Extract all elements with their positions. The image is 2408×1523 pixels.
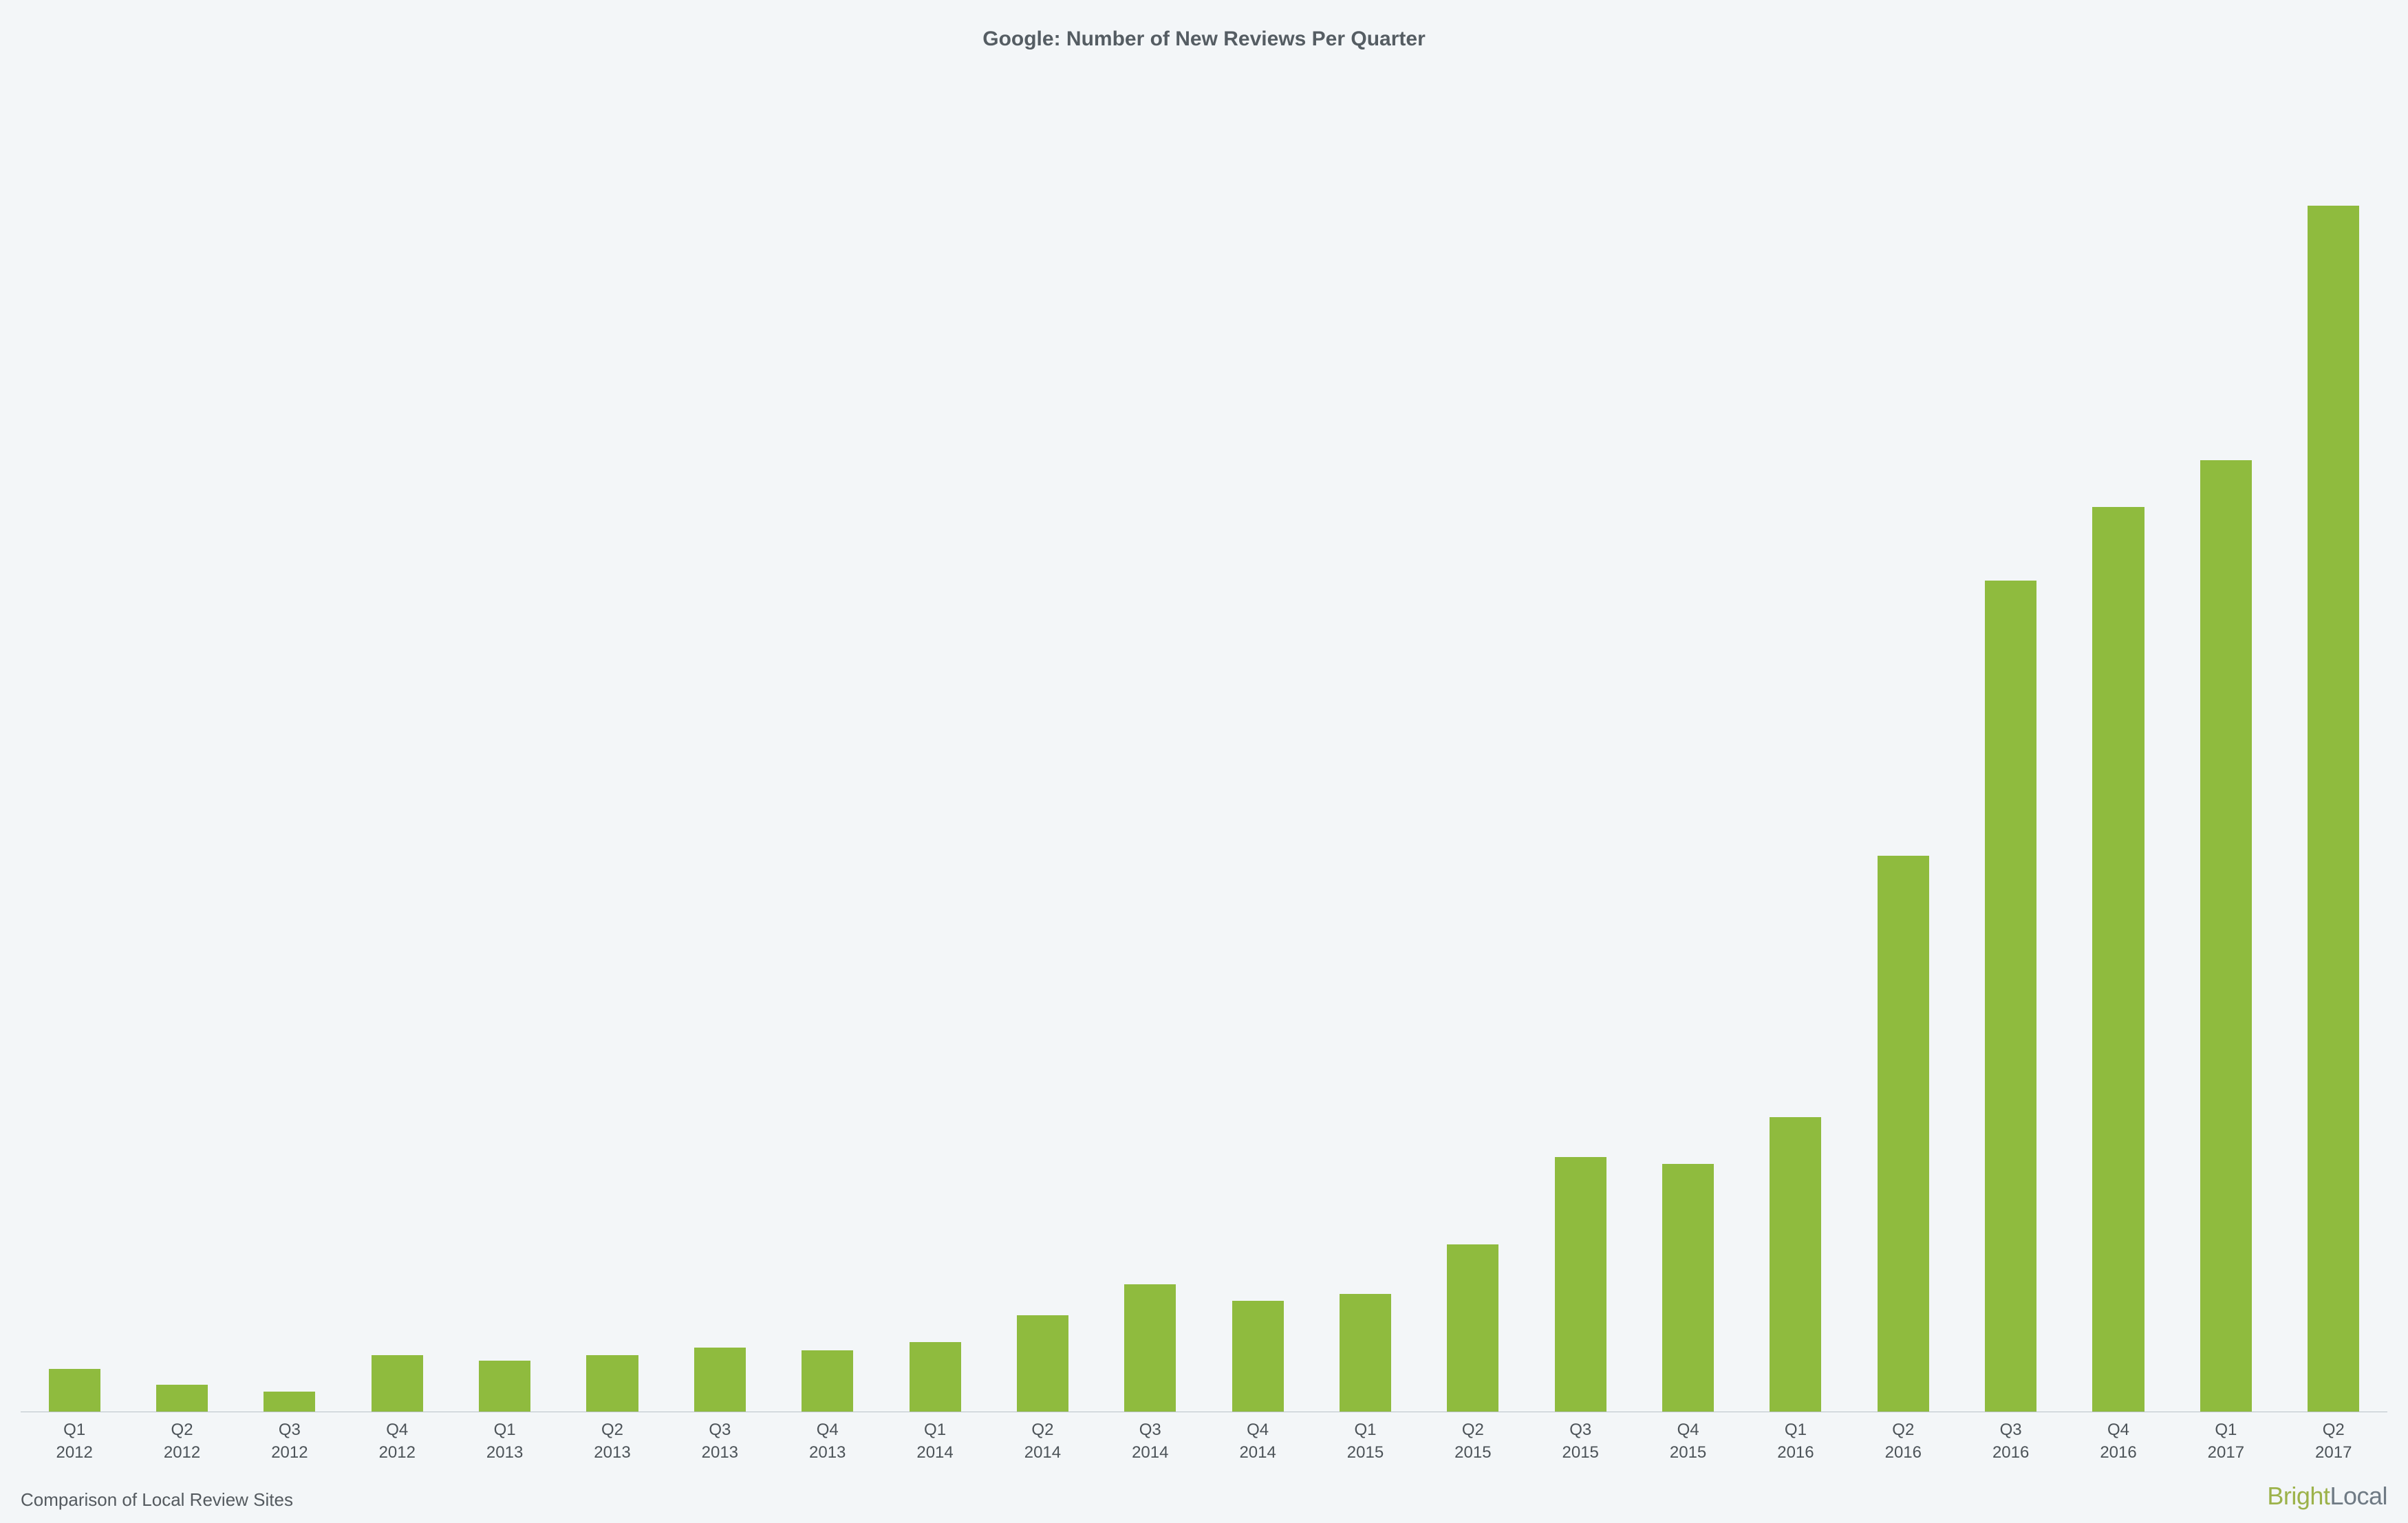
brand-logo: BrightLocal	[2267, 1482, 2387, 1511]
bar-slot	[128, 72, 235, 1412]
x-axis-label: Q32015	[1527, 1419, 1634, 1464]
x-axis-label: Q12014	[881, 1419, 989, 1464]
bar	[910, 1342, 961, 1412]
bar	[586, 1355, 638, 1412]
bar-slot	[1311, 72, 1419, 1412]
x-axis-label: Q22012	[128, 1419, 235, 1464]
x-axis-label: Q22017	[2280, 1419, 2387, 1464]
brand-part-bright: Bright	[2267, 1482, 2330, 1510]
bar	[2308, 206, 2359, 1412]
bar-slot	[451, 72, 558, 1412]
bar	[1770, 1117, 1821, 1412]
bar-slot	[1097, 72, 1204, 1412]
bar-slot	[1849, 72, 1957, 1412]
x-axis-label: Q32012	[236, 1419, 343, 1464]
bars-group	[21, 72, 2387, 1412]
bar	[1662, 1164, 1714, 1412]
x-axis-label: Q12015	[1311, 1419, 1419, 1464]
x-axis-label: Q12017	[2172, 1419, 2279, 1464]
x-axis-label: Q42016	[2065, 1419, 2172, 1464]
bar	[479, 1361, 530, 1412]
bar	[1124, 1284, 1176, 1412]
bar	[1340, 1294, 1391, 1412]
bar-slot	[2172, 72, 2279, 1412]
bar-slot	[236, 72, 343, 1412]
bar-slot	[559, 72, 666, 1412]
bar-slot	[1742, 72, 1849, 1412]
bar-slot	[343, 72, 451, 1412]
bar-slot	[1957, 72, 2064, 1412]
bar-slot	[1204, 72, 1311, 1412]
bar	[372, 1355, 423, 1412]
chart-title: Google: Number of New Reviews Per Quarte…	[21, 28, 2387, 51]
bar	[49, 1369, 100, 1412]
bar	[1878, 856, 1929, 1412]
bar	[1555, 1157, 1606, 1412]
bar-slot	[1634, 72, 1741, 1412]
bar	[2092, 507, 2144, 1412]
bar	[694, 1348, 746, 1412]
bar	[2200, 460, 2252, 1412]
x-axis-label: Q32016	[1957, 1419, 2064, 1464]
brand-part-local: Local	[2330, 1482, 2387, 1510]
bar	[1447, 1244, 1498, 1412]
bar-slot	[1419, 72, 1527, 1412]
footer-caption: Comparison of Local Review Sites	[21, 1489, 293, 1511]
bar-slot	[666, 72, 773, 1412]
bar	[1017, 1315, 1068, 1412]
x-axis-label: Q12012	[21, 1419, 128, 1464]
bar	[1232, 1301, 1284, 1412]
bar-slot	[21, 72, 128, 1412]
bar-slot	[2065, 72, 2172, 1412]
x-axis-label: Q42012	[343, 1419, 451, 1464]
x-axis-label: Q22015	[1419, 1419, 1527, 1464]
bar-slot	[2280, 72, 2387, 1412]
bar-slot	[774, 72, 881, 1412]
x-axis-label: Q22013	[559, 1419, 666, 1464]
x-axis-label: Q42015	[1634, 1419, 1741, 1464]
bar	[802, 1350, 853, 1412]
bar-slot	[989, 72, 1096, 1412]
x-axis-label: Q42014	[1204, 1419, 1311, 1464]
plot-area	[21, 72, 2387, 1412]
x-axis-labels: Q12012Q22012Q32012Q42012Q12013Q22013Q320…	[21, 1419, 2387, 1464]
x-axis-label: Q32014	[1097, 1419, 1204, 1464]
chart-footer: Comparison of Local Review Sites BrightL…	[21, 1482, 2387, 1511]
bar-slot	[881, 72, 989, 1412]
bar-slot	[1527, 72, 1634, 1412]
x-axis-label: Q12016	[1742, 1419, 1849, 1464]
bar	[264, 1392, 315, 1412]
bar	[156, 1385, 208, 1412]
x-axis-label: Q32013	[666, 1419, 773, 1464]
x-axis-label: Q42013	[774, 1419, 881, 1464]
x-axis-label: Q22014	[989, 1419, 1096, 1464]
x-axis-label: Q12013	[451, 1419, 558, 1464]
chart-container: Google: Number of New Reviews Per Quarte…	[0, 0, 2408, 1523]
x-axis-label: Q22016	[1849, 1419, 1957, 1464]
bar	[1985, 581, 2036, 1412]
